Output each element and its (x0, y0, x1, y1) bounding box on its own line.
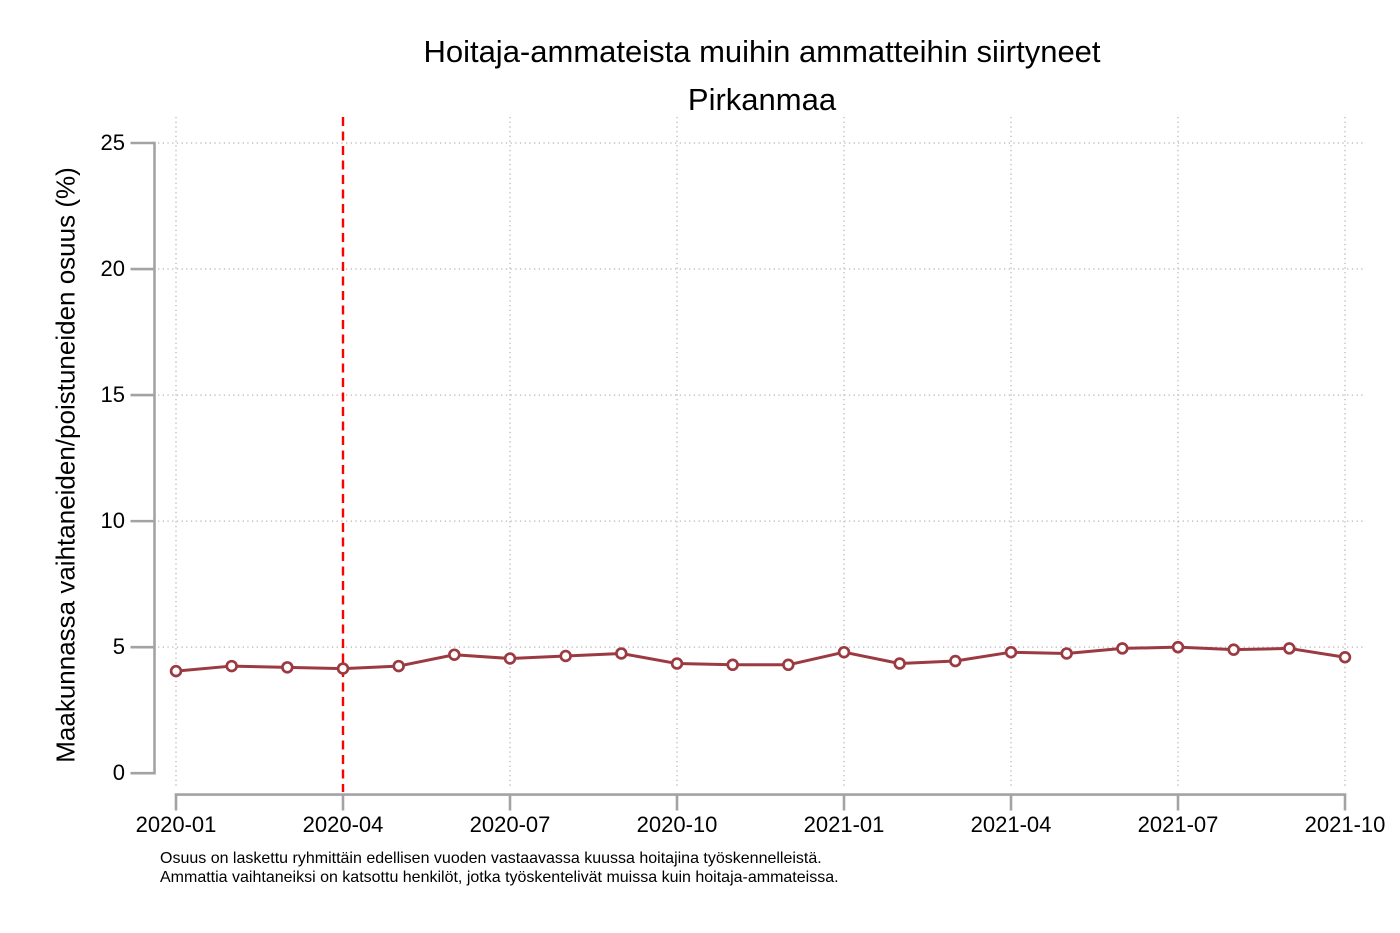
series-line (174, 645, 1347, 673)
y-tick-label: 25 (100, 130, 125, 155)
x-tick-label: 2021-10 (1304, 812, 1386, 837)
data-point-marker (1171, 640, 1185, 654)
data-point-marker (503, 652, 517, 665)
data-point-marker (1060, 647, 1073, 660)
data-point-marker (1116, 642, 1129, 655)
x-tick-label: 2020-01 (135, 812, 217, 837)
x-tick-label: 2020-10 (636, 812, 718, 837)
data-point-marker (336, 662, 350, 675)
data-point-marker (1283, 642, 1296, 655)
footnote-line-2: Ammattia vaihtaneiksi on katsottu henkil… (160, 869, 839, 886)
x-tick-label: 2021-04 (970, 812, 1052, 837)
x-tick-label: 2020-07 (469, 812, 551, 837)
chart-title: Hoitaja-ammateista muihin ammatteihin si… (423, 34, 1101, 69)
data-point-marker (169, 664, 183, 678)
data-point-marker (448, 648, 461, 661)
data-point-marker (1227, 643, 1240, 656)
y-tick-label: 5 (112, 634, 125, 660)
data-point-marker (615, 647, 628, 660)
y-tick-label: 15 (100, 382, 125, 408)
data-point-marker (893, 657, 906, 670)
data-point-marker (782, 658, 795, 672)
footnotes: Osuus on laskettu ryhmittäin edellisen v… (160, 849, 839, 887)
x-tick-label: 2020-04 (302, 812, 384, 837)
y-tick-label: 20 (100, 256, 125, 282)
data-point-marker (225, 659, 238, 673)
data-point-marker (281, 661, 294, 674)
chart-subtitle: Pirkanmaa (687, 82, 837, 117)
x-tick-label: 2021-01 (803, 812, 885, 837)
data-point-marker (726, 658, 739, 672)
data-point-marker (949, 654, 962, 668)
data-point-marker (1338, 650, 1352, 664)
data-point-marker (392, 659, 405, 673)
footnote-line-1: Osuus on laskettu ryhmittäin edellisen v… (160, 850, 822, 867)
data-point-marker (559, 649, 572, 663)
y-tick-label: 0 (112, 760, 125, 786)
data-point-marker (1004, 645, 1018, 659)
data-point-marker (670, 657, 684, 670)
x-tick-label: 2021-07 (1137, 812, 1219, 837)
data-point-marker (837, 645, 851, 659)
y-tick-label: 10 (100, 508, 125, 534)
